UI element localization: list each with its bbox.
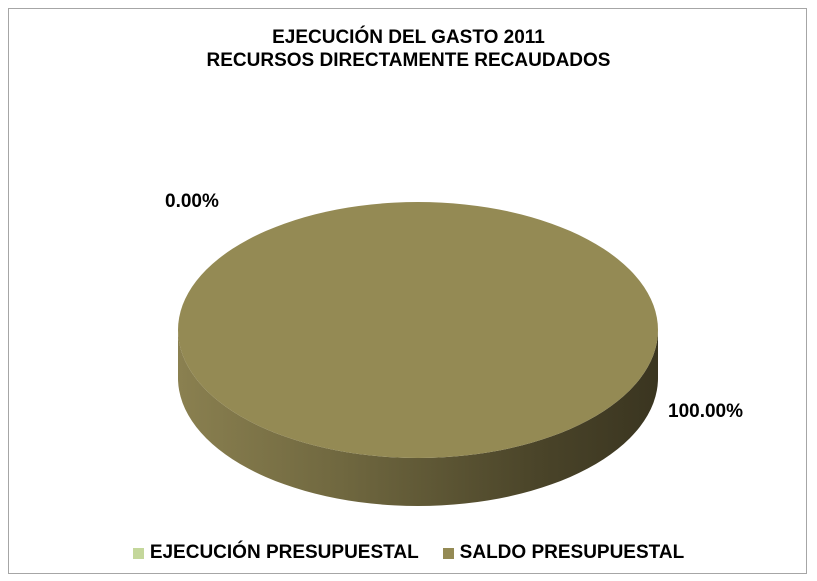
chart-title-line-2: RECURSOS DIRECTAMENTE RECAUDADOS [206, 50, 611, 71]
legend-label-saldo: SALDO PRESUPUESTAL [459, 542, 685, 563]
data-label-ejecucion: 0.00% [165, 191, 219, 212]
legend-label-ejecucion: EJECUCIÓN PRESUPUESTAL [149, 542, 419, 563]
legend-item-saldo: SALDO PRESUPUESTAL [442, 542, 685, 564]
chart-title: EJECUCIÓN DEL GASTO 2011 RECURSOS DIRECT… [0, 26, 817, 72]
legend-swatch-ejecucion [132, 547, 144, 559]
legend-item-ejecucion: EJECUCIÓN PRESUPUESTAL [132, 542, 419, 564]
pie-slice-saldo-presupuestal [178, 202, 658, 458]
data-label-saldo: 100.00% [668, 401, 743, 422]
pie-side-wall [178, 330, 658, 506]
chart-title-line-1: EJECUCIÓN DEL GASTO 2011 [272, 27, 545, 48]
legend: EJECUCIÓN PRESUPUESTAL SALDO PRESUPUESTA… [0, 542, 817, 564]
pie-slices [178, 202, 658, 506]
legend-swatch-saldo [442, 547, 454, 559]
